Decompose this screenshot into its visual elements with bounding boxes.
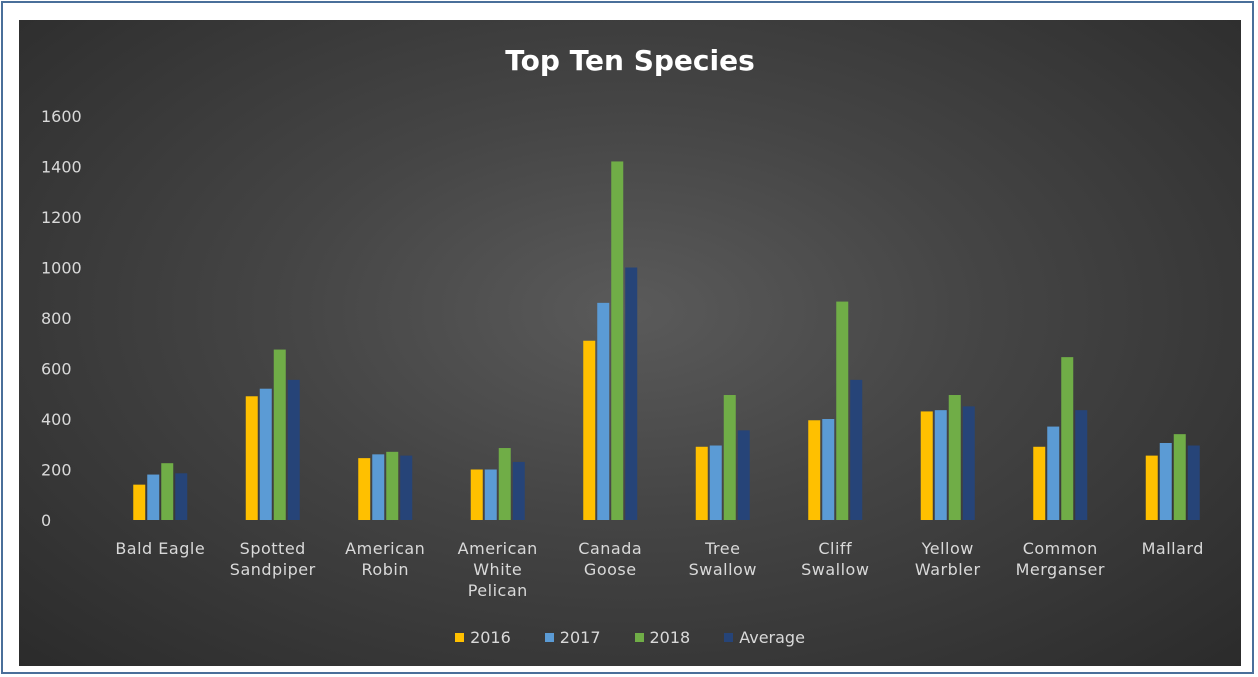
bar-2016-9 (1145, 455, 1158, 520)
y-tick-label: 1400 (41, 158, 82, 177)
bar-2016-8 (1033, 446, 1046, 520)
y-tick-label: 800 (41, 309, 72, 328)
bar-average-3 (512, 461, 525, 520)
bar-2018-5 (723, 395, 736, 520)
chart-area: Top Ten Species 0 200 400 600 800 1000 1200 140… (19, 20, 1241, 666)
bar-average-5 (737, 430, 750, 520)
x-category-label: Bald Eagle (115, 539, 205, 558)
x-category-label: Common Merganser (1016, 539, 1105, 579)
y-tick-label: 0 (41, 511, 51, 530)
legend-swatch (455, 633, 465, 642)
chart-title: Top Ten Species (505, 44, 755, 77)
bar-average-8 (1075, 410, 1088, 520)
bar-2018-4 (611, 161, 624, 520)
y-tick-label: 200 (41, 461, 72, 480)
y-tick-label: 400 (41, 410, 72, 429)
bar-average-0 (175, 473, 188, 520)
bar-2016-2 (358, 458, 371, 520)
bar-2018-2 (386, 451, 399, 520)
x-category-label: American White Pelican (458, 539, 538, 600)
bar-2017-0 (147, 474, 160, 520)
bar-2018-0 (161, 463, 174, 520)
legend-item-2018: 2018 (634, 628, 691, 647)
bar-2018-3 (498, 448, 511, 520)
bar-2016-3 (470, 469, 483, 520)
legend-swatch (634, 633, 644, 642)
bar-2016-5 (695, 446, 708, 520)
legend-item-2017: 2017 (544, 628, 601, 647)
bar-2018-9 (1173, 434, 1186, 520)
x-category-label: Mallard (1142, 539, 1204, 558)
bar-2016-1 (245, 396, 258, 520)
x-category-label: Tree Swallow (689, 539, 757, 579)
bar-average-9 (1187, 445, 1200, 520)
bar-2018-6 (836, 301, 849, 520)
bar-2017-2 (372, 454, 385, 520)
legend-label: Average (739, 628, 805, 647)
x-category-label: Yellow Warbler (915, 539, 981, 579)
bar-2017-1 (259, 388, 272, 520)
bar-2017-8 (1047, 426, 1060, 520)
bar-2016-0 (133, 484, 146, 520)
legend-label: 2018 (649, 628, 691, 647)
y-tick-label: 1200 (41, 208, 82, 227)
bar-average-1 (287, 379, 300, 520)
plot-area: 0 200 400 600 800 1000 1200 1400 1600 Bald Eagle S… (41, 107, 1204, 600)
legend-item-2016: 2016 (455, 628, 511, 647)
bar-2016-7 (920, 411, 933, 520)
x-category-label: Cliff Swallow (801, 539, 869, 579)
bar-2017-3 (484, 469, 497, 520)
bar-2016-6 (808, 420, 821, 520)
y-tick-label: 600 (41, 360, 72, 379)
y-tick-label: 1000 (41, 259, 82, 278)
bar-average-7 (962, 406, 975, 520)
bar-2017-5 (709, 445, 722, 520)
bar-2017-6 (822, 419, 835, 520)
bar-2016-4 (583, 340, 596, 520)
bar-average-4 (625, 267, 638, 520)
bar-average-2 (400, 455, 413, 520)
legend-swatch (724, 633, 734, 642)
bar-2018-1 (273, 349, 286, 520)
x-category-label: Spotted Sandpiper (230, 539, 316, 579)
bar-average-6 (850, 379, 863, 520)
legend-label: 2017 (559, 628, 601, 647)
x-category-label: Canada Goose (578, 539, 642, 579)
y-tick-label: 1600 (41, 107, 82, 126)
bar-2017-7 (934, 410, 947, 520)
legend-swatch (544, 633, 554, 642)
legend-label: 2016 (470, 628, 511, 647)
legend-item-average: Average (724, 628, 805, 647)
bar-2017-4 (597, 302, 610, 520)
legend: 2016 2017 2018 Average (19, 628, 1241, 647)
bar-2018-8 (1061, 357, 1074, 520)
bar-2018-7 (948, 395, 961, 520)
x-category-label: American Robin (345, 539, 425, 579)
bar-2017-9 (1159, 442, 1172, 520)
